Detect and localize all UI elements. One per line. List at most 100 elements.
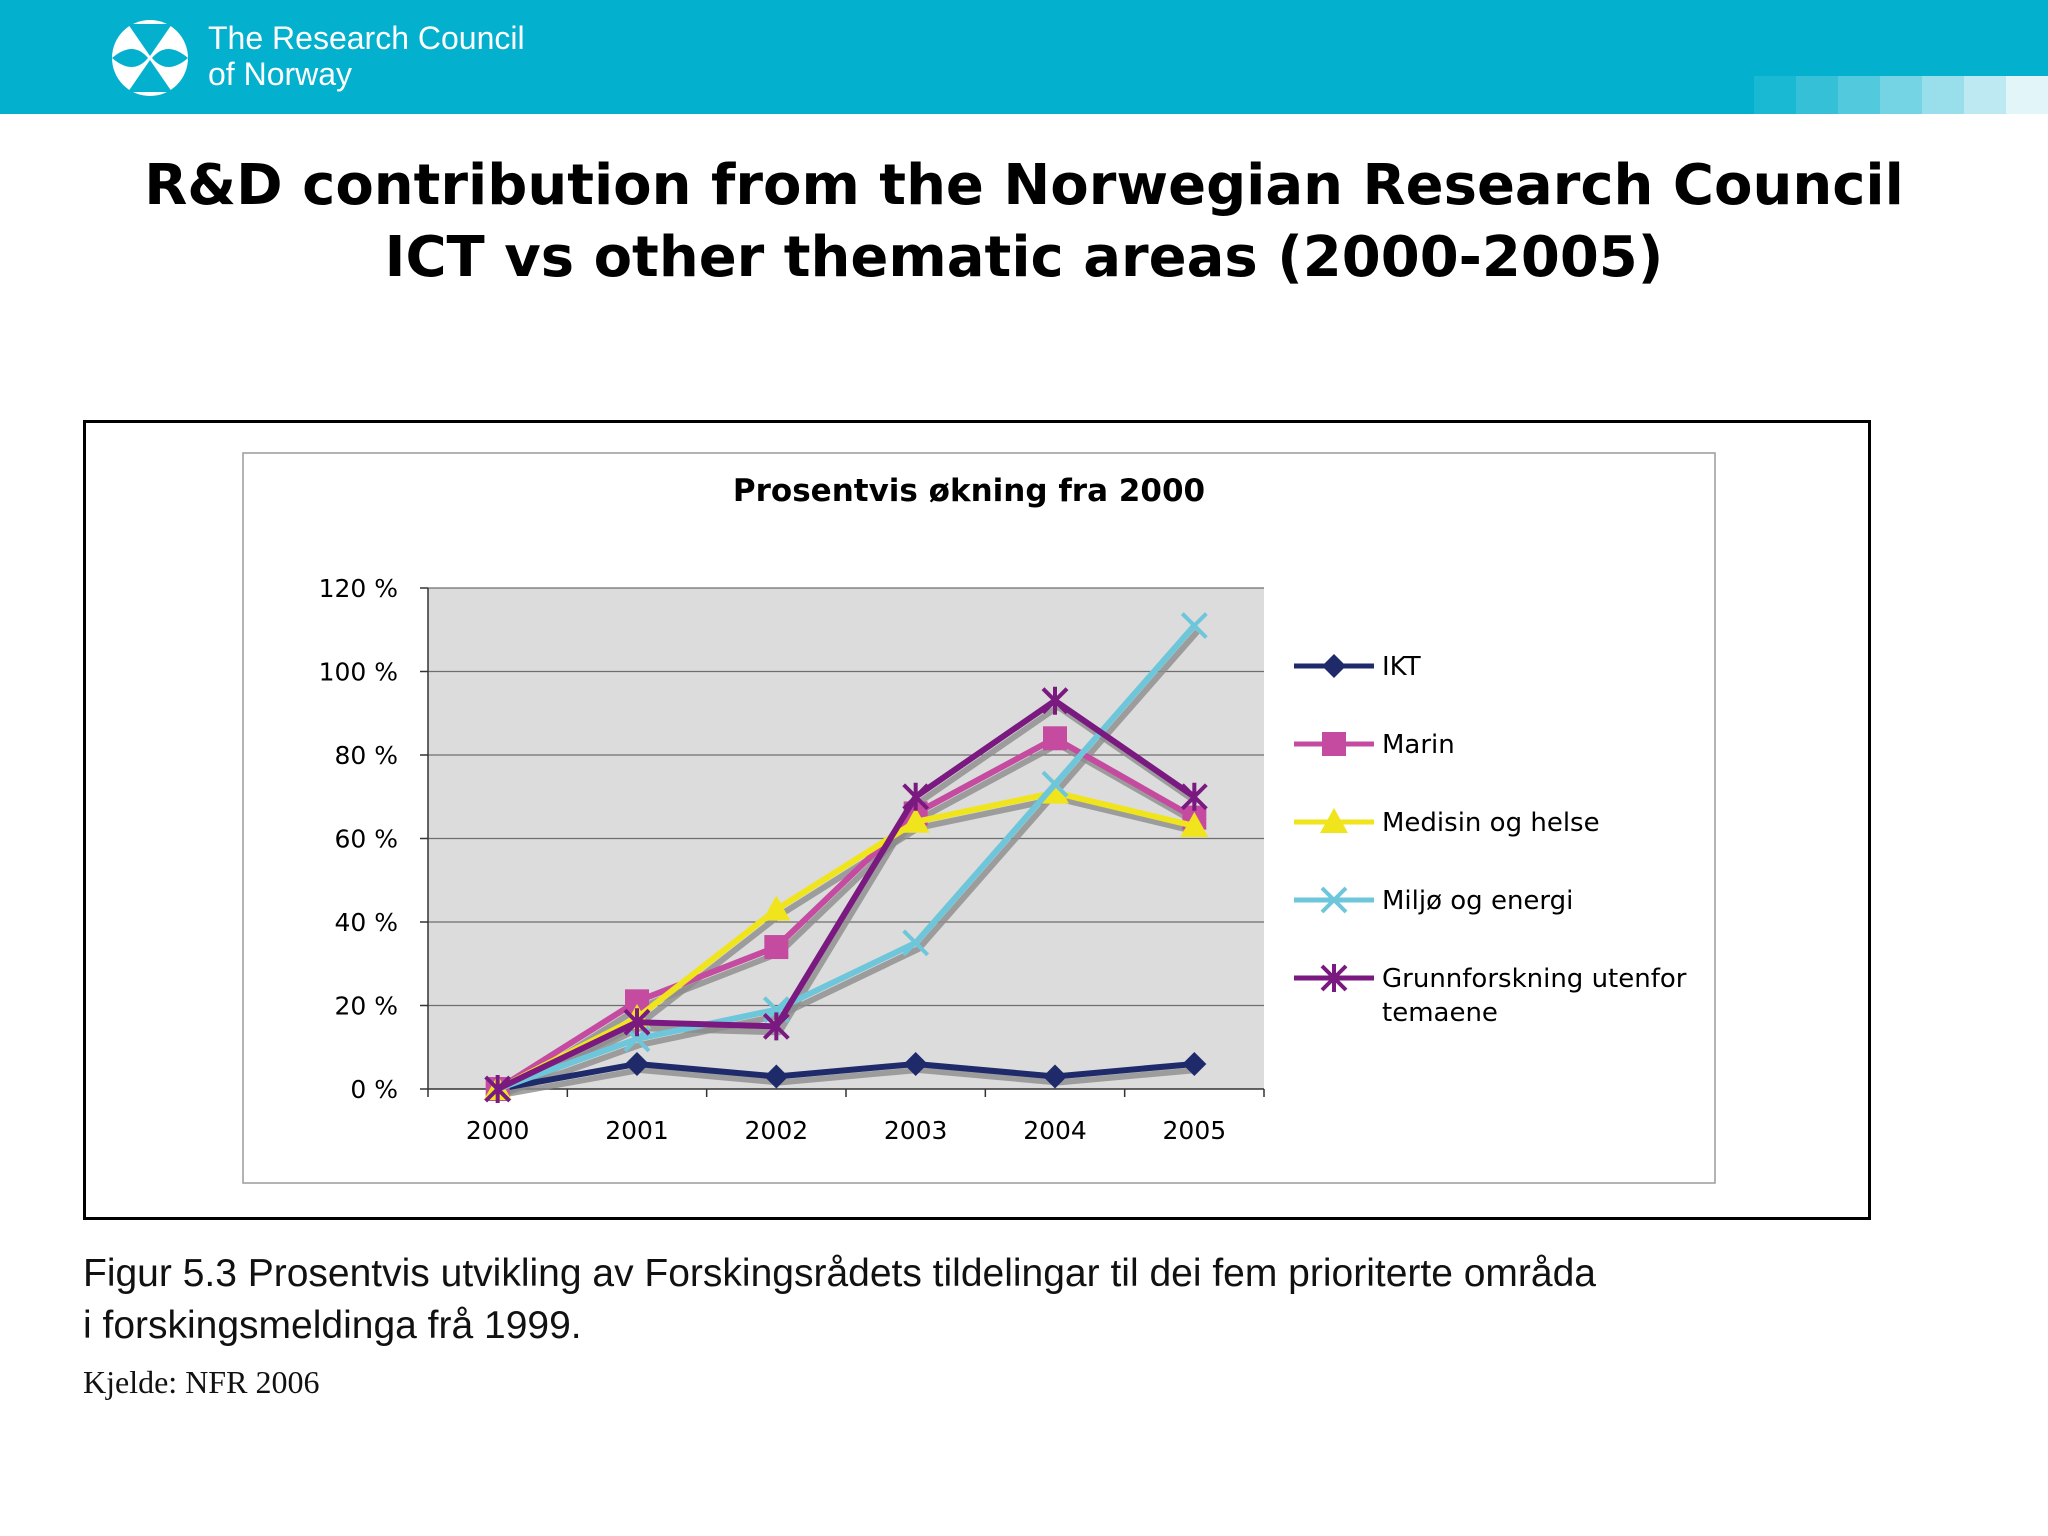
legend-label: Grunnforskning utenfor <box>1382 964 1687 994</box>
series-line <box>497 1060 1195 1092</box>
data-point <box>901 807 930 833</box>
marker-diamond <box>903 1051 928 1076</box>
series-shadow <box>499 629 1200 1098</box>
marker-star <box>762 1012 790 1041</box>
data-point <box>484 1075 512 1103</box>
header-band: The Research Council of Norway <box>0 0 2048 114</box>
data-point <box>903 1051 928 1076</box>
marker-diamond <box>1043 1064 1067 1089</box>
series-line <box>496 697 1197 1092</box>
data-point <box>1182 1051 1207 1076</box>
slide-title-line-2: ICT vs other thematic areas (2000-2005) <box>384 225 1664 290</box>
x-tick-label: 2005 <box>1163 1116 1227 1145</box>
marker-triangle <box>1041 778 1069 804</box>
data-point <box>1041 770 1069 798</box>
marker-square <box>764 935 789 960</box>
slide-title: R&D contribution from the Norwegian Rese… <box>0 150 2048 294</box>
data-point <box>1180 811 1209 837</box>
marker-star <box>623 1008 651 1037</box>
legend-label: IKT <box>1382 652 1421 682</box>
marker-x <box>1320 886 1348 914</box>
legend-marker <box>1320 964 1348 992</box>
marker-x <box>902 929 930 957</box>
series-line <box>496 735 1196 1092</box>
figure-caption: Figur 5.3 Prosentvis utvikling av Forski… <box>83 1248 1903 1352</box>
data-point <box>1180 612 1208 639</box>
x-tick-label: 2000 <box>466 1116 530 1145</box>
legend-item: IKT <box>1294 652 1421 682</box>
data-point <box>1043 726 1067 751</box>
legend-marker <box>1320 886 1348 914</box>
logo-text: The Research Council of Norway <box>208 20 525 92</box>
y-tick-label: 40 % <box>334 908 398 937</box>
data-point <box>764 1064 789 1089</box>
data-point <box>902 929 930 957</box>
y-tick-label: 120 % <box>319 574 398 603</box>
y-tick-label: 0 % <box>350 1075 398 1104</box>
data-point <box>1041 686 1069 715</box>
legend-item: Marin <box>1294 730 1455 760</box>
slide-title-line-1: R&D contribution from the Norwegian Rese… <box>144 153 1904 218</box>
marker-triangle <box>901 807 930 833</box>
chart-title: Prosentvis økning fra 2000 <box>733 473 1205 509</box>
line-chart: Prosentvis økning fra 2000 0 % 20 % 40 % 60 … <box>242 452 1716 1184</box>
x-tick-label: 2001 <box>605 1116 669 1145</box>
x-tick-label: 2004 <box>1023 1116 1087 1145</box>
legend-item: Miljø og energi <box>1294 886 1573 916</box>
data-point <box>625 1051 649 1076</box>
legend-label: Marin <box>1382 730 1455 760</box>
data-point <box>762 1012 790 1041</box>
marker-diamond <box>764 1064 789 1089</box>
marker-square <box>1043 726 1067 751</box>
series-shadow <box>499 795 1199 1098</box>
marker-x <box>1180 612 1208 639</box>
data-point <box>623 1008 651 1037</box>
legend-label: Medisin og helse <box>1382 808 1600 838</box>
marker-star <box>1041 686 1069 715</box>
logo-line-2: of Norway <box>208 56 353 92</box>
y-tick-label: 20 % <box>334 992 398 1021</box>
marker-star <box>902 782 930 811</box>
data-point <box>764 935 789 960</box>
series-shadow <box>500 1066 1198 1098</box>
chart-legend: IKT Marin Medisin og helse Miljø og energi G… <box>1294 652 1687 1028</box>
data-point <box>902 782 930 811</box>
source-note: Kjelde: NFR 2006 <box>83 1364 320 1400</box>
legend-marker <box>1322 732 1346 756</box>
marker-diamond <box>1182 1051 1207 1076</box>
marker-x <box>1041 770 1069 798</box>
marker-star <box>1320 964 1348 992</box>
x-tick-label: 2003 <box>884 1116 948 1145</box>
marker-triangle <box>762 895 791 921</box>
series-line <box>496 789 1196 1092</box>
data-point <box>1180 782 1208 811</box>
series-shadow <box>499 703 1200 1098</box>
chart-frame: Prosentvis økning fra 2000 0 % 20 % 40 % 60 … <box>83 420 1871 1220</box>
marker-triangle <box>1320 808 1348 833</box>
caption-line-2: i forskingsmeldinga frå 1999. <box>83 1304 582 1347</box>
legend-marker <box>1322 654 1346 678</box>
y-tick-label: 100 % <box>319 658 398 687</box>
data-point <box>1041 778 1069 804</box>
marker-square <box>1322 732 1346 756</box>
legend-label: temaene <box>1382 998 1498 1028</box>
legend-item: Medisin og helse <box>1294 808 1600 838</box>
research-council-logo-icon <box>112 20 188 96</box>
legend-marker <box>1320 808 1348 833</box>
y-tick-label: 80 % <box>334 741 398 770</box>
marker-star <box>1180 782 1208 811</box>
legend-label: Miljø og energi <box>1382 886 1573 916</box>
logo-line-1: The Research Council <box>208 20 525 56</box>
y-tick-label: 60 % <box>334 825 398 854</box>
marker-star <box>484 1075 512 1103</box>
series-line <box>496 623 1197 1092</box>
data-point <box>762 895 791 921</box>
decorative-stripes <box>1754 76 2048 114</box>
marker-diamond <box>625 1051 649 1076</box>
data-point <box>1043 1064 1067 1089</box>
caption-line-1: Figur 5.3 Prosentvis utvikling av Forski… <box>83 1252 1596 1295</box>
legend-item: Grunnforskning utenfor temaene <box>1294 964 1687 1028</box>
marker-triangle <box>1180 811 1209 837</box>
series-5 <box>484 686 1208 1103</box>
marker-diamond <box>1322 654 1346 678</box>
